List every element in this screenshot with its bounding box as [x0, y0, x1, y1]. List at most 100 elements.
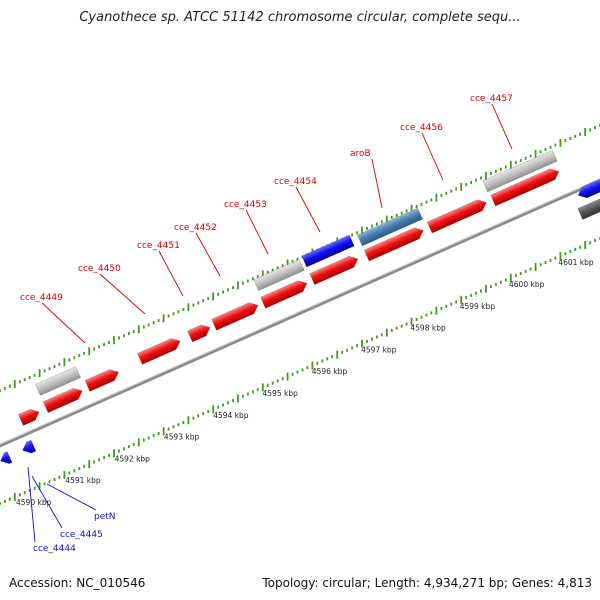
scale-tick — [371, 224, 373, 228]
scale-tick — [291, 259, 294, 263]
gene-arrow[interactable] — [253, 259, 305, 291]
scale-tick — [564, 252, 567, 256]
scale-tick — [247, 392, 249, 396]
scale-tick — [316, 361, 319, 365]
gene-arrow[interactable] — [356, 207, 424, 247]
gene-arrow[interactable] — [577, 196, 600, 220]
callout-line — [31, 475, 63, 529]
gene-label[interactable]: cce_4456 — [400, 123, 443, 133]
scale-tick — [0, 502, 1, 506]
gene-arrow[interactable] — [84, 367, 121, 392]
scale-tick — [113, 449, 115, 458]
scale-tick — [584, 128, 587, 136]
gene-arrow[interactable] — [490, 166, 562, 207]
scale-tick — [390, 328, 393, 332]
scale-tick — [43, 369, 46, 373]
scale-tick — [147, 323, 150, 327]
scale-tick — [123, 334, 125, 338]
scale-tick — [485, 171, 487, 180]
scale-label: 4600 kbp — [509, 280, 545, 289]
scale-tick — [445, 304, 448, 308]
scale-tick — [38, 482, 41, 491]
scale-tick — [380, 220, 383, 224]
topology-text: Topology: circular; Length: 4,934,271 bp… — [262, 576, 592, 590]
callout-line — [295, 186, 321, 233]
scale-tick — [192, 303, 195, 307]
scale-label: 4595 kbp — [263, 389, 299, 398]
scale-tick — [53, 365, 56, 368]
gene-arrow[interactable] — [363, 225, 426, 262]
scale-label: 4598 kbp — [410, 324, 446, 333]
scale-tick — [420, 315, 423, 319]
scale-tick — [311, 361, 314, 370]
scale-tick — [48, 367, 51, 371]
gene-label[interactable]: cce_4450 — [78, 264, 121, 274]
scale-tick — [356, 344, 358, 348]
scale-tick — [212, 292, 215, 301]
gene-arrow[interactable] — [187, 322, 213, 343]
scale-tick — [385, 215, 388, 224]
scale-tick — [361, 226, 363, 235]
scale-tick — [4, 499, 6, 503]
gene-arrow[interactable] — [482, 149, 558, 193]
scale-tick — [400, 324, 403, 328]
gene-label[interactable]: petN — [94, 512, 116, 522]
scale-tick — [73, 469, 76, 473]
gene-label[interactable]: cce_4454 — [274, 177, 317, 187]
gene-arrow[interactable] — [426, 197, 489, 234]
scale-tick — [237, 281, 239, 290]
callout-line — [27, 466, 36, 543]
scale-tick — [108, 453, 110, 457]
scale-tick — [574, 247, 577, 251]
scale-tick — [331, 355, 334, 359]
scale-tick — [182, 308, 185, 311]
scale-tick — [514, 161, 517, 165]
scale-tick — [177, 310, 180, 314]
callout-line — [99, 273, 146, 315]
gene-arrow[interactable] — [20, 439, 37, 456]
scale-tick — [172, 425, 175, 429]
gene-arrow[interactable] — [42, 385, 84, 413]
chromosome-backbone — [0, 178, 600, 448]
scale-tick — [222, 290, 224, 294]
scale-tick — [306, 366, 309, 370]
gene-arrow[interactable] — [18, 406, 41, 426]
gene-arrow[interactable] — [301, 234, 355, 268]
gene-label[interactable]: cce_4451 — [137, 241, 180, 251]
gene-label[interactable]: cce_4453 — [224, 200, 267, 210]
gene-label[interactable]: cce_4449 — [20, 293, 63, 303]
gene-label[interactable]: cce_4445 — [60, 530, 103, 540]
gene-arrow[interactable] — [0, 451, 13, 466]
callout-line — [46, 483, 97, 511]
gene-label[interactable]: cce_4452 — [174, 223, 217, 233]
scale-tick — [118, 449, 120, 453]
scale-tick — [435, 193, 438, 202]
scale-tick — [217, 405, 220, 409]
gene-label[interactable]: aroB — [350, 149, 371, 159]
scale-tick — [356, 231, 358, 235]
scale-tick — [475, 291, 477, 295]
scale-tick — [500, 280, 502, 284]
gene-arrow[interactable] — [309, 253, 361, 285]
scale-tick — [286, 259, 289, 268]
scale-tick — [103, 456, 105, 460]
gene-arrow[interactable] — [260, 278, 310, 309]
gene-label[interactable]: cce_4457 — [470, 94, 513, 104]
scale-tick — [227, 288, 229, 292]
scale-tick — [475, 178, 477, 182]
gene-label[interactable]: cce_4444 — [33, 544, 76, 554]
gene-arrow[interactable] — [137, 336, 182, 365]
gene-features — [0, 149, 600, 466]
gene-arrow[interactable] — [35, 366, 81, 396]
gene-arrow[interactable] — [576, 178, 600, 200]
scale-tick — [256, 275, 259, 279]
scale-tick — [470, 293, 472, 297]
scale-tick — [589, 128, 592, 132]
gene-arrow[interactable] — [211, 300, 261, 331]
scale-tick — [455, 300, 458, 304]
scale-tick — [182, 421, 185, 424]
page-title: Cyanothece sp. ATCC 51142 chromosome cir… — [79, 10, 521, 25]
scale-tick — [296, 370, 299, 374]
